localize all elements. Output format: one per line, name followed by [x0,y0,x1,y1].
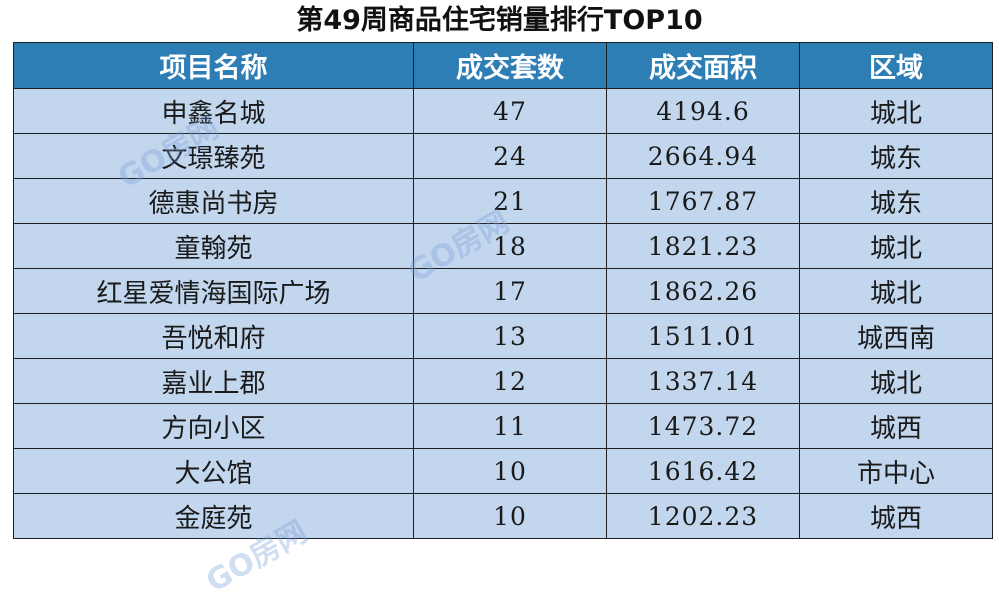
project-name-cell: 童翰苑 [13,223,414,269]
table-row: 文璟臻苑 24 2664.94 城东 [13,133,993,179]
region-cell: 城北 [799,223,993,269]
table-row: 金庭苑 10 1202.23 城西 [13,493,993,539]
units-cell: 47 [413,88,607,134]
table-row: 德惠尚书房 21 1767.87 城东 [13,178,993,224]
table-row: 大公馆 10 1616.42 市中心 [13,448,993,494]
table-row: 吾悦和府 13 1511.01 城西南 [13,313,993,359]
area-cell: 1337.14 [606,358,800,404]
area-cell: 1821.23 [606,223,800,269]
units-cell: 13 [413,313,607,359]
table-row: 童翰苑 18 1821.23 城北 [13,223,993,269]
region-cell: 城北 [799,358,993,404]
area-cell: 1767.87 [606,178,800,224]
column-header-region: 区域 [799,42,993,89]
region-cell: 市中心 [799,448,993,494]
area-cell: 1862.26 [606,268,800,314]
units-cell: 10 [413,493,607,539]
units-cell: 18 [413,223,607,269]
area-cell: 4194.6 [606,88,800,134]
project-name-cell: 大公馆 [13,448,414,494]
units-cell: 24 [413,133,607,179]
column-header-project-name: 项目名称 [13,42,414,89]
region-cell: 城北 [799,268,993,314]
project-name-cell: 吾悦和府 [13,313,414,359]
units-cell: 17 [413,268,607,314]
region-cell: 城西 [799,403,993,449]
table-row: 方向小区 11 1473.72 城西 [13,403,993,449]
table-row: 申鑫名城 47 4194.6 城北 [13,88,993,134]
project-name-cell: 方向小区 [13,403,414,449]
region-cell: 城东 [799,133,993,179]
table-row: 红星爱情海国际广场 17 1862.26 城北 [13,268,993,314]
units-cell: 11 [413,403,607,449]
region-cell: 城西 [799,493,993,539]
project-name-cell: 红星爱情海国际广场 [13,268,414,314]
area-cell: 1511.01 [606,313,800,359]
project-name-cell: 嘉业上郡 [13,358,414,404]
project-name-cell: 德惠尚书房 [13,178,414,224]
area-cell: 1202.23 [606,493,800,539]
sales-ranking-table: 项目名称 成交套数 成交面积 区域 申鑫名城 47 4194.6 城北 文璟臻苑… [13,42,993,539]
area-cell: 1473.72 [606,403,800,449]
units-cell: 10 [413,448,607,494]
region-cell: 城东 [799,178,993,224]
column-header-units-sold: 成交套数 [413,42,607,89]
table-header-row: 项目名称 成交套数 成交面积 区域 [13,42,993,89]
table-title: 第49周商品住宅销量排行TOP10 [296,5,703,36]
region-cell: 城西南 [799,313,993,359]
table-row: 嘉业上郡 12 1337.14 城北 [13,358,993,404]
units-cell: 21 [413,178,607,224]
column-header-area-sold: 成交面积 [606,42,800,89]
project-name-cell: 金庭苑 [13,493,414,539]
region-cell: 城北 [799,88,993,134]
area-cell: 1616.42 [606,448,800,494]
project-name-cell: 文璟臻苑 [13,133,414,179]
area-cell: 2664.94 [606,133,800,179]
units-cell: 12 [413,358,607,404]
project-name-cell: 申鑫名城 [13,88,414,134]
